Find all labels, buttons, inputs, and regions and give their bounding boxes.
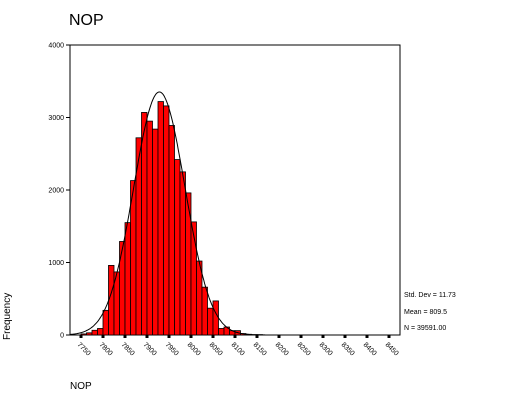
x-tick-label: 7950 <box>164 341 180 357</box>
x-tick <box>167 335 171 338</box>
histogram-bar <box>97 328 104 336</box>
histogram-bar <box>91 329 98 336</box>
chart-title: NOP <box>69 12 104 29</box>
x-tick-label: 8300 <box>318 341 334 357</box>
x-tick-label: 8350 <box>340 341 356 357</box>
x-tick <box>79 335 83 338</box>
x-tick-label: 8000 <box>186 341 202 357</box>
y-tick-label: 3000 <box>48 115 64 122</box>
histogram-bar <box>163 105 170 336</box>
x-tick <box>255 335 259 338</box>
x-tick <box>101 335 105 338</box>
histogram-bar <box>80 333 87 336</box>
x-tick <box>387 335 391 338</box>
x-tick-label: 7850 <box>120 341 136 357</box>
x-tick-label: 8400 <box>362 341 378 357</box>
x-tick-label: 7900 <box>142 341 158 357</box>
histogram-bar <box>201 286 208 336</box>
x-tick <box>145 335 149 338</box>
y-tick-label: 1000 <box>48 260 64 267</box>
x-tick-label: 8200 <box>274 341 290 357</box>
histogram-bar <box>207 307 214 336</box>
x-tick <box>233 335 237 338</box>
y-tick-label: 4000 <box>48 43 64 50</box>
x-tick <box>277 335 281 338</box>
x-tick <box>211 335 215 338</box>
histogram-bar <box>108 264 115 336</box>
x-tick-label: 7800 <box>98 341 114 357</box>
histogram-bar <box>124 222 131 336</box>
x-tick <box>189 335 193 338</box>
histogram-bar <box>141 112 148 336</box>
mean-label: Mean = 809.5 <box>404 309 448 316</box>
n-label: N = 39591.00 <box>404 325 447 332</box>
x-tick-label: 8050 <box>208 341 224 357</box>
histogram-bar <box>174 159 181 336</box>
histogram-bar <box>102 309 109 336</box>
histogram-bar <box>179 171 186 336</box>
x-tick-label: 8450 <box>384 341 400 357</box>
histogram-bar <box>157 101 164 336</box>
x-tick <box>365 335 369 338</box>
histogram-bar <box>190 221 197 336</box>
histogram-bar <box>119 241 126 336</box>
histogram-bar <box>152 128 159 336</box>
histogram-bar <box>212 300 219 336</box>
x-tick-label: 8150 <box>252 341 268 357</box>
x-tick-label: 7750 <box>76 341 92 357</box>
y-tick-label: 2000 <box>48 188 64 195</box>
std-dev-label: Std. Dev = 11.73 <box>404 292 456 299</box>
x-tick <box>321 335 325 338</box>
histogram-bar <box>168 125 175 336</box>
x-tick-label: 8100 <box>230 341 246 357</box>
x-tick-label: 8250 <box>296 341 312 357</box>
histogram-bar <box>86 332 93 336</box>
x-tick <box>299 335 303 338</box>
x-tick <box>123 335 127 338</box>
y-tick-label: 0 <box>60 333 64 340</box>
x-axis-title: NOP <box>70 381 92 392</box>
histogram-bar <box>218 328 225 336</box>
x-tick <box>343 335 347 338</box>
histogram-bar <box>146 120 153 336</box>
